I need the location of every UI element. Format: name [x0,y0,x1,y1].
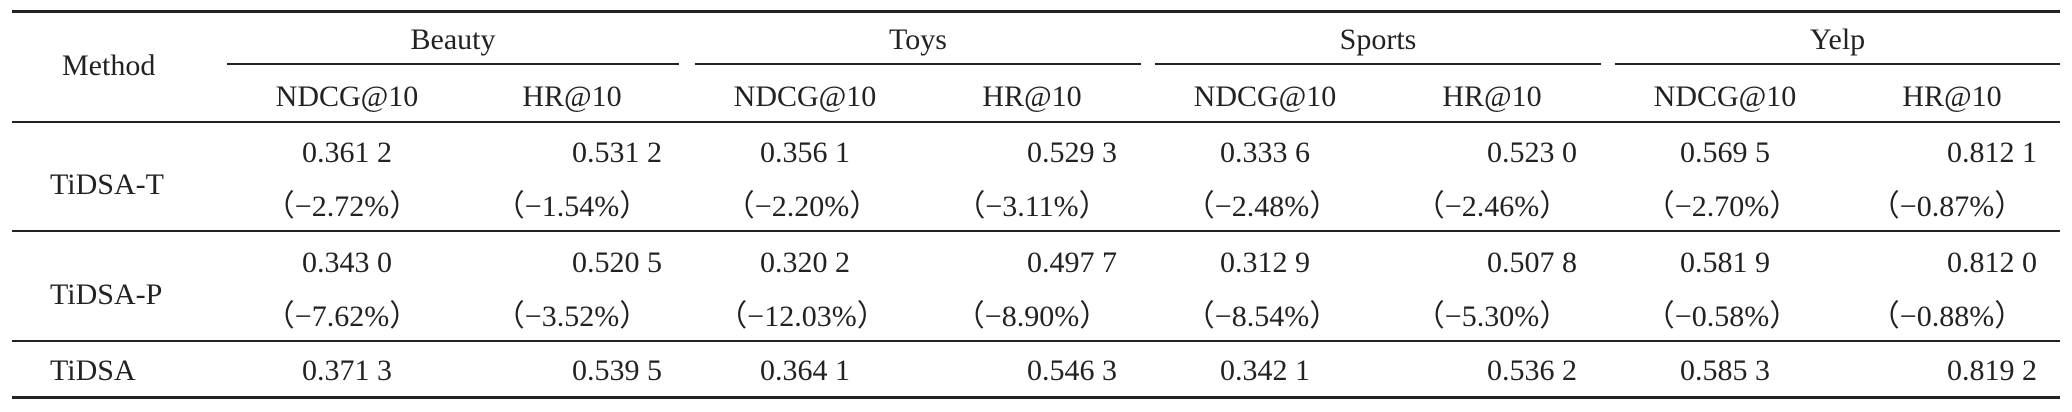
table-cell-value: 0.371 3 [302,354,392,387]
table-cell-value: 0.320 2 [760,246,850,279]
table-cell-change: （−8.54%） [1184,300,1340,333]
table-cell-value: 0.531 2 [572,136,662,169]
group-underline-sports [1155,63,1601,65]
table-cell-change: （−0.88%） [1869,300,2025,333]
table-cell-value: 0.812 1 [1947,136,2037,169]
top-rule [12,10,2060,13]
row-method-label: TiDSA [50,354,136,387]
table-cell-change: （−2.20%） [724,190,880,223]
group-underline-toys [695,63,1141,65]
table-cell-change: （−1.54%） [494,190,650,223]
metric-header: NDCG@10 [275,80,419,113]
table-cell-value: 0.497 7 [1027,246,1117,279]
group-underline-beauty [227,63,679,65]
table-cell-change: （−0.87%） [1869,190,2025,223]
group-underline-yelp [1615,63,2060,65]
row-rule-1 [12,230,2060,232]
table-cell-value: 0.520 5 [572,246,662,279]
group-header-toys: Toys [889,23,947,56]
table-cell-change: （−3.11%） [955,190,1109,223]
metric-header: NDCG@10 [1193,80,1337,113]
table-cell-change: （−2.72%） [264,190,420,223]
table-cell-value: 0.343 0 [302,246,392,279]
table-cell-change: （−3.52%） [494,300,650,333]
metric-header: NDCG@10 [733,80,877,113]
header-rule [12,121,2060,123]
metric-header: HR@10 [982,80,1082,113]
table-cell-change: （−2.46%） [1414,190,1570,223]
bottom-rule [12,396,2060,399]
method-header: Method [62,49,156,82]
table-cell-value: 0.342 1 [1220,354,1310,387]
table-cell-change: （−2.70%） [1644,190,1800,223]
row-rule-2 [12,340,2060,342]
table-cell-change: （−5.30%） [1414,300,1570,333]
table-cell-value: 0.536 2 [1487,354,1577,387]
metric-header: HR@10 [1902,80,2002,113]
table-cell-value: 0.529 3 [1027,136,1117,169]
metric-header: HR@10 [522,80,622,113]
table-cell-value: 0.361 2 [302,136,392,169]
table-cell-change: （−8.90%） [954,300,1110,333]
group-header-sports: Sports [1339,23,1417,56]
table-cell-value: 0.333 6 [1220,136,1310,169]
group-header-beauty: Beauty [410,23,496,56]
table-cell-change: （−12.03%） [717,300,887,333]
row-method-label: TiDSA-P [50,278,163,311]
table-cell-change: （−7.62%） [264,300,420,333]
table-cell-value: 0.569 5 [1680,136,1770,169]
table-cell-value: 0.581 9 [1680,246,1770,279]
table-cell-value: 0.546 3 [1027,354,1117,387]
table-cell-change: （−2.48%） [1184,190,1340,223]
metric-header: NDCG@10 [1653,80,1797,113]
table-cell-value: 0.364 1 [760,354,850,387]
group-header-yelp: Yelp [1809,23,1866,56]
table-cell-value: 0.523 0 [1487,136,1577,169]
table-cell-value: 0.819 2 [1947,354,2037,387]
table-cell-value: 0.312 9 [1220,246,1310,279]
table-cell-value: 0.539 5 [572,354,662,387]
table-cell-value: 0.812 0 [1947,246,2037,279]
table-cell-value: 0.356 1 [760,136,850,169]
table-cell-value: 0.507 8 [1487,246,1577,279]
row-method-label: TiDSA-T [50,168,164,201]
table-cell-change: （−0.58%） [1644,300,1800,333]
table-cell-value: 0.585 3 [1680,354,1770,387]
metric-header: HR@10 [1442,80,1542,113]
